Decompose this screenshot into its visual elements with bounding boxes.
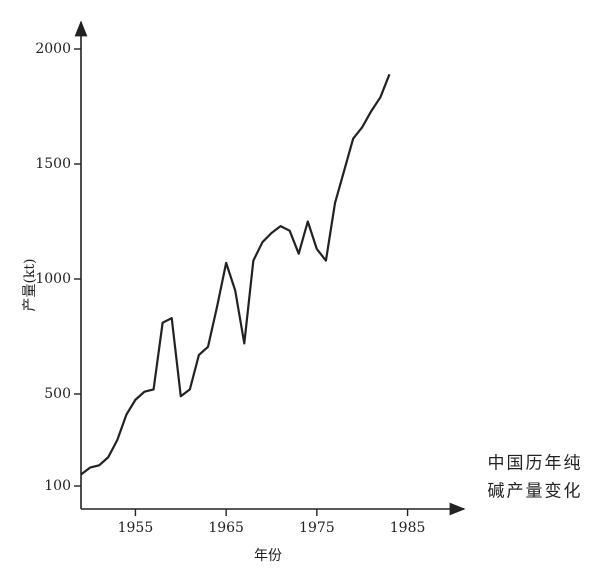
data-line	[80, 73, 391, 476]
annotation: 中国历年纯	[488, 454, 583, 474]
x-tick-label: 1955	[118, 520, 154, 536]
y-tick-label: 1500	[35, 156, 71, 172]
x-tick-label: 1975	[299, 520, 335, 536]
y-tick-label: 1000	[35, 271, 71, 287]
y-axis-label: 产量(kt)	[22, 258, 38, 311]
annotation: 碱产量变化	[488, 482, 583, 502]
y-tick-label: 500	[44, 386, 71, 402]
y-tick-label: 100	[44, 478, 71, 494]
y-tick-label: 2000	[35, 41, 71, 57]
x-tick-label: 1965	[208, 520, 244, 536]
x-tick-label: 1985	[390, 520, 426, 536]
x-axis-label: 年份	[254, 548, 282, 564]
